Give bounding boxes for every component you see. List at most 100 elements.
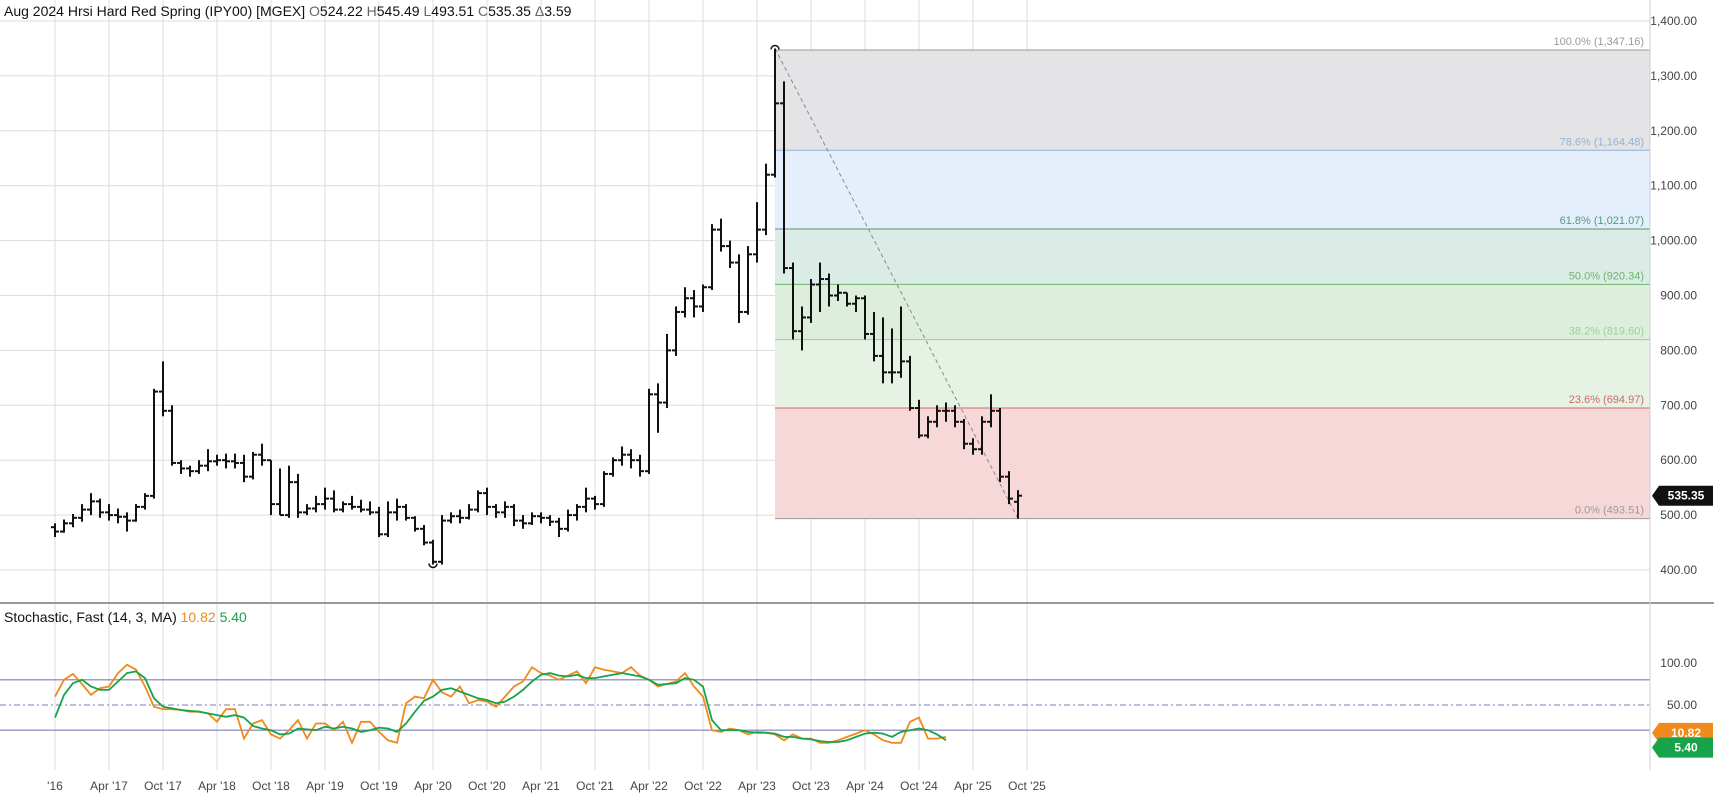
ohlc-bar[interactable]	[141, 493, 149, 510]
ohlc-bar[interactable]	[132, 504, 140, 522]
ohlc-bar[interactable]	[537, 512, 545, 524]
ohlc-bar[interactable]	[870, 311, 878, 362]
ohlc-bar[interactable]	[384, 501, 392, 538]
ohlc-bar[interactable]	[609, 457, 617, 477]
ohlc-bar[interactable]	[771, 48, 779, 178]
ohlc-bar[interactable]	[114, 508, 122, 524]
ohlc-bar[interactable]	[420, 524, 428, 546]
ohlc-bar[interactable]	[852, 295, 860, 312]
ohlc-bar[interactable]	[240, 454, 248, 483]
ohlc-bar[interactable]	[960, 419, 968, 450]
ohlc-bar[interactable]	[393, 498, 401, 521]
ohlc-bar[interactable]	[195, 460, 203, 474]
ohlc-bar[interactable]	[168, 405, 176, 466]
ohlc-bar[interactable]	[402, 504, 410, 521]
ohlc-bar[interactable]	[789, 262, 797, 340]
ohlc-bar[interactable]	[492, 504, 500, 518]
ohlc-bar[interactable]	[636, 454, 644, 477]
stochastic-lines[interactable]	[54, 663, 947, 746]
ohlc-bar[interactable]	[222, 453, 230, 469]
ohlc-bar[interactable]	[429, 539, 437, 565]
ohlc-bar[interactable]	[294, 473, 302, 518]
ohlc-bar[interactable]	[321, 487, 329, 510]
ohlc-bar[interactable]	[366, 501, 374, 516]
ohlc-bar[interactable]	[105, 504, 113, 521]
ohlc-bar[interactable]	[519, 515, 527, 529]
ohlc-bar[interactable]	[996, 408, 1004, 483]
ohlc-bar[interactable]	[744, 246, 752, 315]
ohlc-bar[interactable]	[69, 514, 77, 528]
ohlc-bar[interactable]	[483, 487, 491, 516]
ohlc-bar[interactable]	[348, 495, 356, 510]
ohlc-bar[interactable]	[1005, 471, 1013, 505]
ohlc-bar[interactable]	[51, 523, 59, 538]
ohlc-bar[interactable]	[78, 504, 86, 522]
ohlc-bar[interactable]	[267, 459, 275, 516]
ohlc-bar[interactable]	[528, 512, 536, 525]
ohlc-bar[interactable]	[123, 512, 131, 532]
ohlc-bar[interactable]	[546, 515, 554, 527]
ohlc-bar[interactable]	[888, 328, 896, 384]
ohlc-bar[interactable]	[618, 446, 626, 466]
ohlc-bar[interactable]	[96, 498, 104, 518]
ohlc-bar[interactable]	[159, 361, 167, 417]
ohlc-bar[interactable]	[573, 504, 581, 521]
ohlc-bar[interactable]	[1014, 490, 1022, 519]
ohlc-bar[interactable]	[699, 284, 707, 312]
ohlc-bar[interactable]	[762, 163, 770, 236]
ohlc-bar[interactable]	[987, 394, 995, 428]
ohlc-bar[interactable]	[861, 295, 869, 340]
ohlc-bar[interactable]	[663, 333, 671, 409]
ohlc-bar[interactable]	[213, 454, 221, 466]
ohlc-bar[interactable]	[276, 468, 284, 517]
ohlc-bar[interactable]	[906, 355, 914, 411]
ohlc-bar[interactable]	[825, 273, 833, 307]
ohlc-bar[interactable]	[411, 516, 419, 532]
ohlc-bar[interactable]	[285, 465, 293, 518]
ohlc-bar[interactable]	[807, 279, 815, 323]
ohlc-bar[interactable]	[150, 388, 158, 499]
ohlc-bar[interactable]	[942, 402, 950, 422]
ohlc-bar[interactable]	[582, 487, 590, 513]
ohlc-bar[interactable]	[87, 493, 95, 516]
ohlc-bar[interactable]	[501, 501, 509, 518]
ohlc-bar[interactable]	[654, 383, 662, 433]
ohlc-bar[interactable]	[60, 519, 68, 533]
ohlc-bar[interactable]	[204, 449, 212, 472]
ohlc-bar[interactable]	[834, 284, 842, 301]
price-bars[interactable]	[51, 44, 1022, 569]
ohlc-bar[interactable]	[465, 504, 473, 520]
ohlc-bar[interactable]	[600, 471, 608, 507]
ohlc-bar[interactable]	[816, 262, 824, 312]
ohlc-bar[interactable]	[780, 81, 788, 274]
ohlc-bar[interactable]	[645, 388, 653, 474]
ohlc-bar[interactable]	[330, 490, 338, 513]
ohlc-bar[interactable]	[186, 465, 194, 477]
ohlc-bar[interactable]	[249, 451, 257, 480]
ohlc-bar[interactable]	[879, 317, 887, 384]
ohlc-bar[interactable]	[690, 290, 698, 318]
ohlc-bar[interactable]	[708, 224, 716, 291]
ohlc-bar[interactable]	[258, 443, 266, 466]
ohlc-bar[interactable]	[978, 416, 986, 455]
stoch-d-line[interactable]	[54, 670, 947, 743]
ohlc-bar[interactable]	[339, 501, 347, 513]
ohlc-bar[interactable]	[717, 218, 725, 252]
ohlc-bar[interactable]	[627, 449, 635, 469]
ohlc-bar[interactable]	[447, 512, 455, 524]
ohlc-bar[interactable]	[951, 405, 959, 428]
ohlc-bar[interactable]	[798, 306, 806, 351]
stoch-k-line[interactable]	[54, 663, 947, 746]
ohlc-bar[interactable]	[555, 517, 563, 538]
ohlc-bar[interactable]	[303, 504, 311, 516]
ohlc-bar[interactable]	[753, 202, 761, 263]
ohlc-bar[interactable]	[672, 306, 680, 356]
ohlc-bar[interactable]	[474, 490, 482, 513]
ohlc-bar[interactable]	[735, 254, 743, 323]
ohlc-bar[interactable]	[177, 460, 185, 474]
ohlc-bar[interactable]	[681, 287, 689, 318]
ohlc-bar[interactable]	[924, 416, 932, 439]
fib-trend-line[interactable]	[774, 48, 1019, 519]
ohlc-bar[interactable]	[843, 291, 851, 307]
